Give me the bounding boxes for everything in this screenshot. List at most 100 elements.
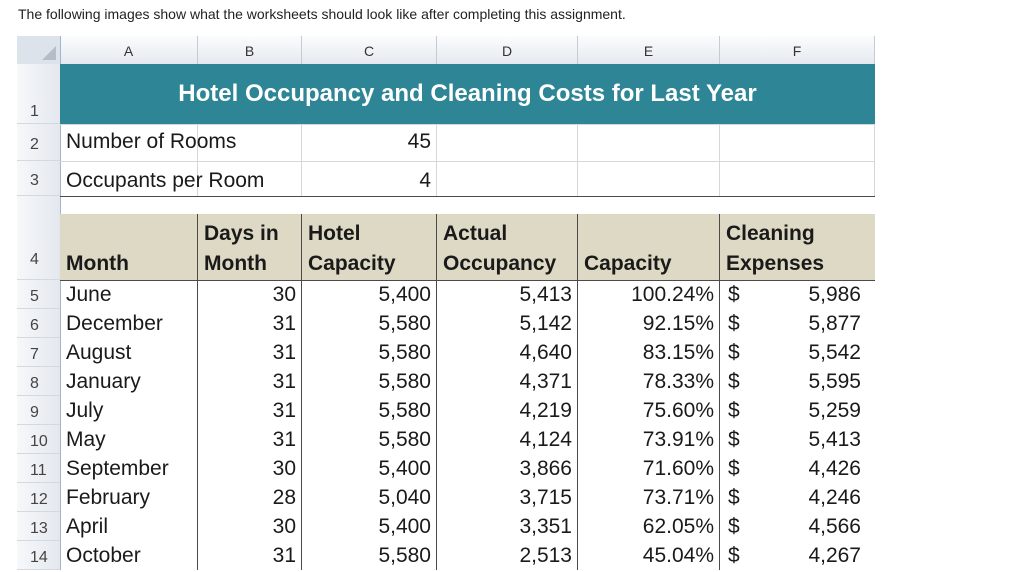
row-header-5[interactable]: 5	[17, 280, 60, 309]
input-value[interactable]: 45	[407, 130, 431, 153]
cell-cleaning-expenses[interactable]: $4,426	[720, 454, 875, 483]
cell-month[interactable]: July	[66, 399, 104, 422]
row-header-3[interactable]: 3	[17, 161, 60, 196]
currency-symbol: $	[728, 457, 740, 480]
table-column-border	[436, 214, 437, 570]
cell-actual-occupancy[interactable]: 4,219	[519, 399, 572, 422]
currency-symbol: $	[728, 486, 740, 509]
column-header-d[interactable]: D	[437, 36, 578, 64]
cell-capacity[interactable]: 92.15%	[642, 312, 714, 335]
currency-symbol: $	[728, 312, 740, 335]
cell-days[interactable]: 31	[272, 312, 296, 335]
cell-capacity[interactable]: 83.15%	[642, 341, 714, 364]
cell-hotel-capacity[interactable]: 5,580	[378, 312, 431, 335]
cell-hotel-capacity[interactable]: 5,580	[378, 544, 431, 567]
cell-days[interactable]: 30	[272, 283, 296, 306]
header-days-in-month-line2: Month	[204, 252, 267, 275]
cell-capacity[interactable]: 62.05%	[642, 515, 714, 538]
cell-actual-occupancy[interactable]: 3,351	[519, 515, 572, 538]
cell-capacity[interactable]: 78.33%	[642, 370, 714, 393]
cell-cleaning-expenses[interactable]: $4,246	[720, 483, 875, 512]
header-cleaning-expenses-line1: Cleaning	[726, 222, 815, 245]
cell-hotel-capacity[interactable]: 5,400	[378, 515, 431, 538]
cell-hotel-capacity[interactable]: 5,580	[378, 341, 431, 364]
cell-hotel-capacity[interactable]: 5,580	[378, 399, 431, 422]
cell-month[interactable]: April	[66, 515, 109, 538]
cell-month[interactable]: May	[66, 428, 106, 451]
cell-capacity[interactable]: 45.04%	[642, 544, 714, 567]
row-header-2[interactable]: 2	[17, 124, 60, 161]
cell-actual-occupancy[interactable]: 3,715	[519, 486, 572, 509]
row-header-8[interactable]: 8	[17, 367, 60, 396]
cell-days[interactable]: 30	[272, 457, 296, 480]
header-actual-occupancy-line2: Occupancy	[443, 252, 557, 275]
cell-hotel-capacity[interactable]: 5,400	[378, 457, 431, 480]
cell-hotel-capacity[interactable]: 5,580	[378, 370, 431, 393]
sheet-title-cell[interactable]: Hotel Occupancy and Cleaning Costs for L…	[60, 64, 875, 124]
cell-days[interactable]: 30	[272, 515, 296, 538]
cell-capacity[interactable]: 73.91%	[642, 428, 714, 451]
cell-month[interactable]: October	[66, 544, 141, 567]
cell-days[interactable]: 28	[272, 486, 296, 509]
input-label[interactable]: Number of Rooms	[66, 130, 237, 153]
cell-actual-occupancy[interactable]: 4,371	[519, 370, 572, 393]
cell-hotel-capacity[interactable]: 5,400	[378, 283, 431, 306]
cell-capacity[interactable]: 73.71%	[642, 486, 714, 509]
column-header-a[interactable]: A	[60, 36, 198, 64]
cell-cleaning-expenses[interactable]: $4,267	[720, 541, 875, 570]
cell-hotel-capacity[interactable]: 5,580	[378, 428, 431, 451]
row-header-6[interactable]: 6	[17, 309, 60, 338]
cleaning-value: 5,877	[808, 312, 861, 335]
column-header-f[interactable]: F	[720, 36, 875, 64]
cell-month[interactable]: June	[66, 283, 112, 306]
cell-cleaning-expenses[interactable]: $5,986	[720, 280, 875, 309]
row-header-11[interactable]: 11	[17, 454, 60, 483]
cell-cleaning-expenses[interactable]: $5,413	[720, 425, 875, 454]
row-header-7[interactable]: 7	[17, 338, 60, 367]
cell-days[interactable]: 31	[272, 341, 296, 364]
cell-actual-occupancy[interactable]: 4,640	[519, 341, 572, 364]
row-header-10[interactable]: 10	[17, 425, 60, 454]
cell-days[interactable]: 31	[272, 544, 296, 567]
cell-cleaning-expenses[interactable]: $4,566	[720, 512, 875, 541]
cell-days[interactable]: 31	[272, 370, 296, 393]
row-header-12[interactable]: 12	[17, 483, 60, 512]
cell-month[interactable]: February	[66, 486, 151, 509]
cell-hotel-capacity[interactable]: 5,040	[378, 486, 431, 509]
currency-symbol: $	[728, 515, 740, 538]
input-label[interactable]: Occupants per Room	[66, 169, 265, 192]
cell-actual-occupancy[interactable]: 3,866	[519, 457, 572, 480]
header-hotel-capacity-line2: Capacity	[308, 252, 396, 275]
cell-month[interactable]: August	[66, 341, 132, 364]
cell-capacity[interactable]: 100.24%	[631, 283, 714, 306]
cleaning-value: 5,413	[808, 428, 861, 451]
cell-days[interactable]: 31	[272, 399, 296, 422]
row-header-13[interactable]: 13	[17, 512, 60, 541]
cell-capacity[interactable]: 71.60%	[642, 457, 714, 480]
row-header-14[interactable]: 14	[17, 541, 60, 570]
cell-month[interactable]: December	[66, 312, 163, 335]
cell-actual-occupancy[interactable]: 2,513	[519, 544, 572, 567]
cell-cleaning-expenses[interactable]: $5,542	[720, 338, 875, 367]
cell-cleaning-expenses[interactable]: $5,595	[720, 367, 875, 396]
input-value[interactable]: 4	[419, 169, 431, 192]
column-header-c[interactable]: C	[302, 36, 437, 64]
row-header-4[interactable]: 4	[17, 196, 60, 280]
cell-cleaning-expenses[interactable]: $5,877	[720, 309, 875, 338]
select-all-corner[interactable]	[17, 36, 61, 64]
table-header-fill	[60, 214, 875, 281]
cell-month[interactable]: September	[66, 457, 169, 480]
cell-actual-occupancy[interactable]: 4,124	[519, 428, 572, 451]
cell-capacity[interactable]: 75.60%	[642, 399, 714, 422]
cell-actual-occupancy[interactable]: 5,142	[519, 312, 572, 335]
cell-month[interactable]: January	[66, 370, 141, 393]
cleaning-value: 5,259	[808, 399, 861, 422]
header-month-line2: Month	[66, 252, 129, 275]
row-header-1[interactable]: 1	[17, 64, 60, 124]
column-header-b[interactable]: B	[198, 36, 302, 64]
cell-days[interactable]: 31	[272, 428, 296, 451]
cell-actual-occupancy[interactable]: 5,413	[519, 283, 572, 306]
column-header-e[interactable]: E	[578, 36, 720, 64]
row-header-9[interactable]: 9	[17, 396, 60, 425]
cell-cleaning-expenses[interactable]: $5,259	[720, 396, 875, 425]
